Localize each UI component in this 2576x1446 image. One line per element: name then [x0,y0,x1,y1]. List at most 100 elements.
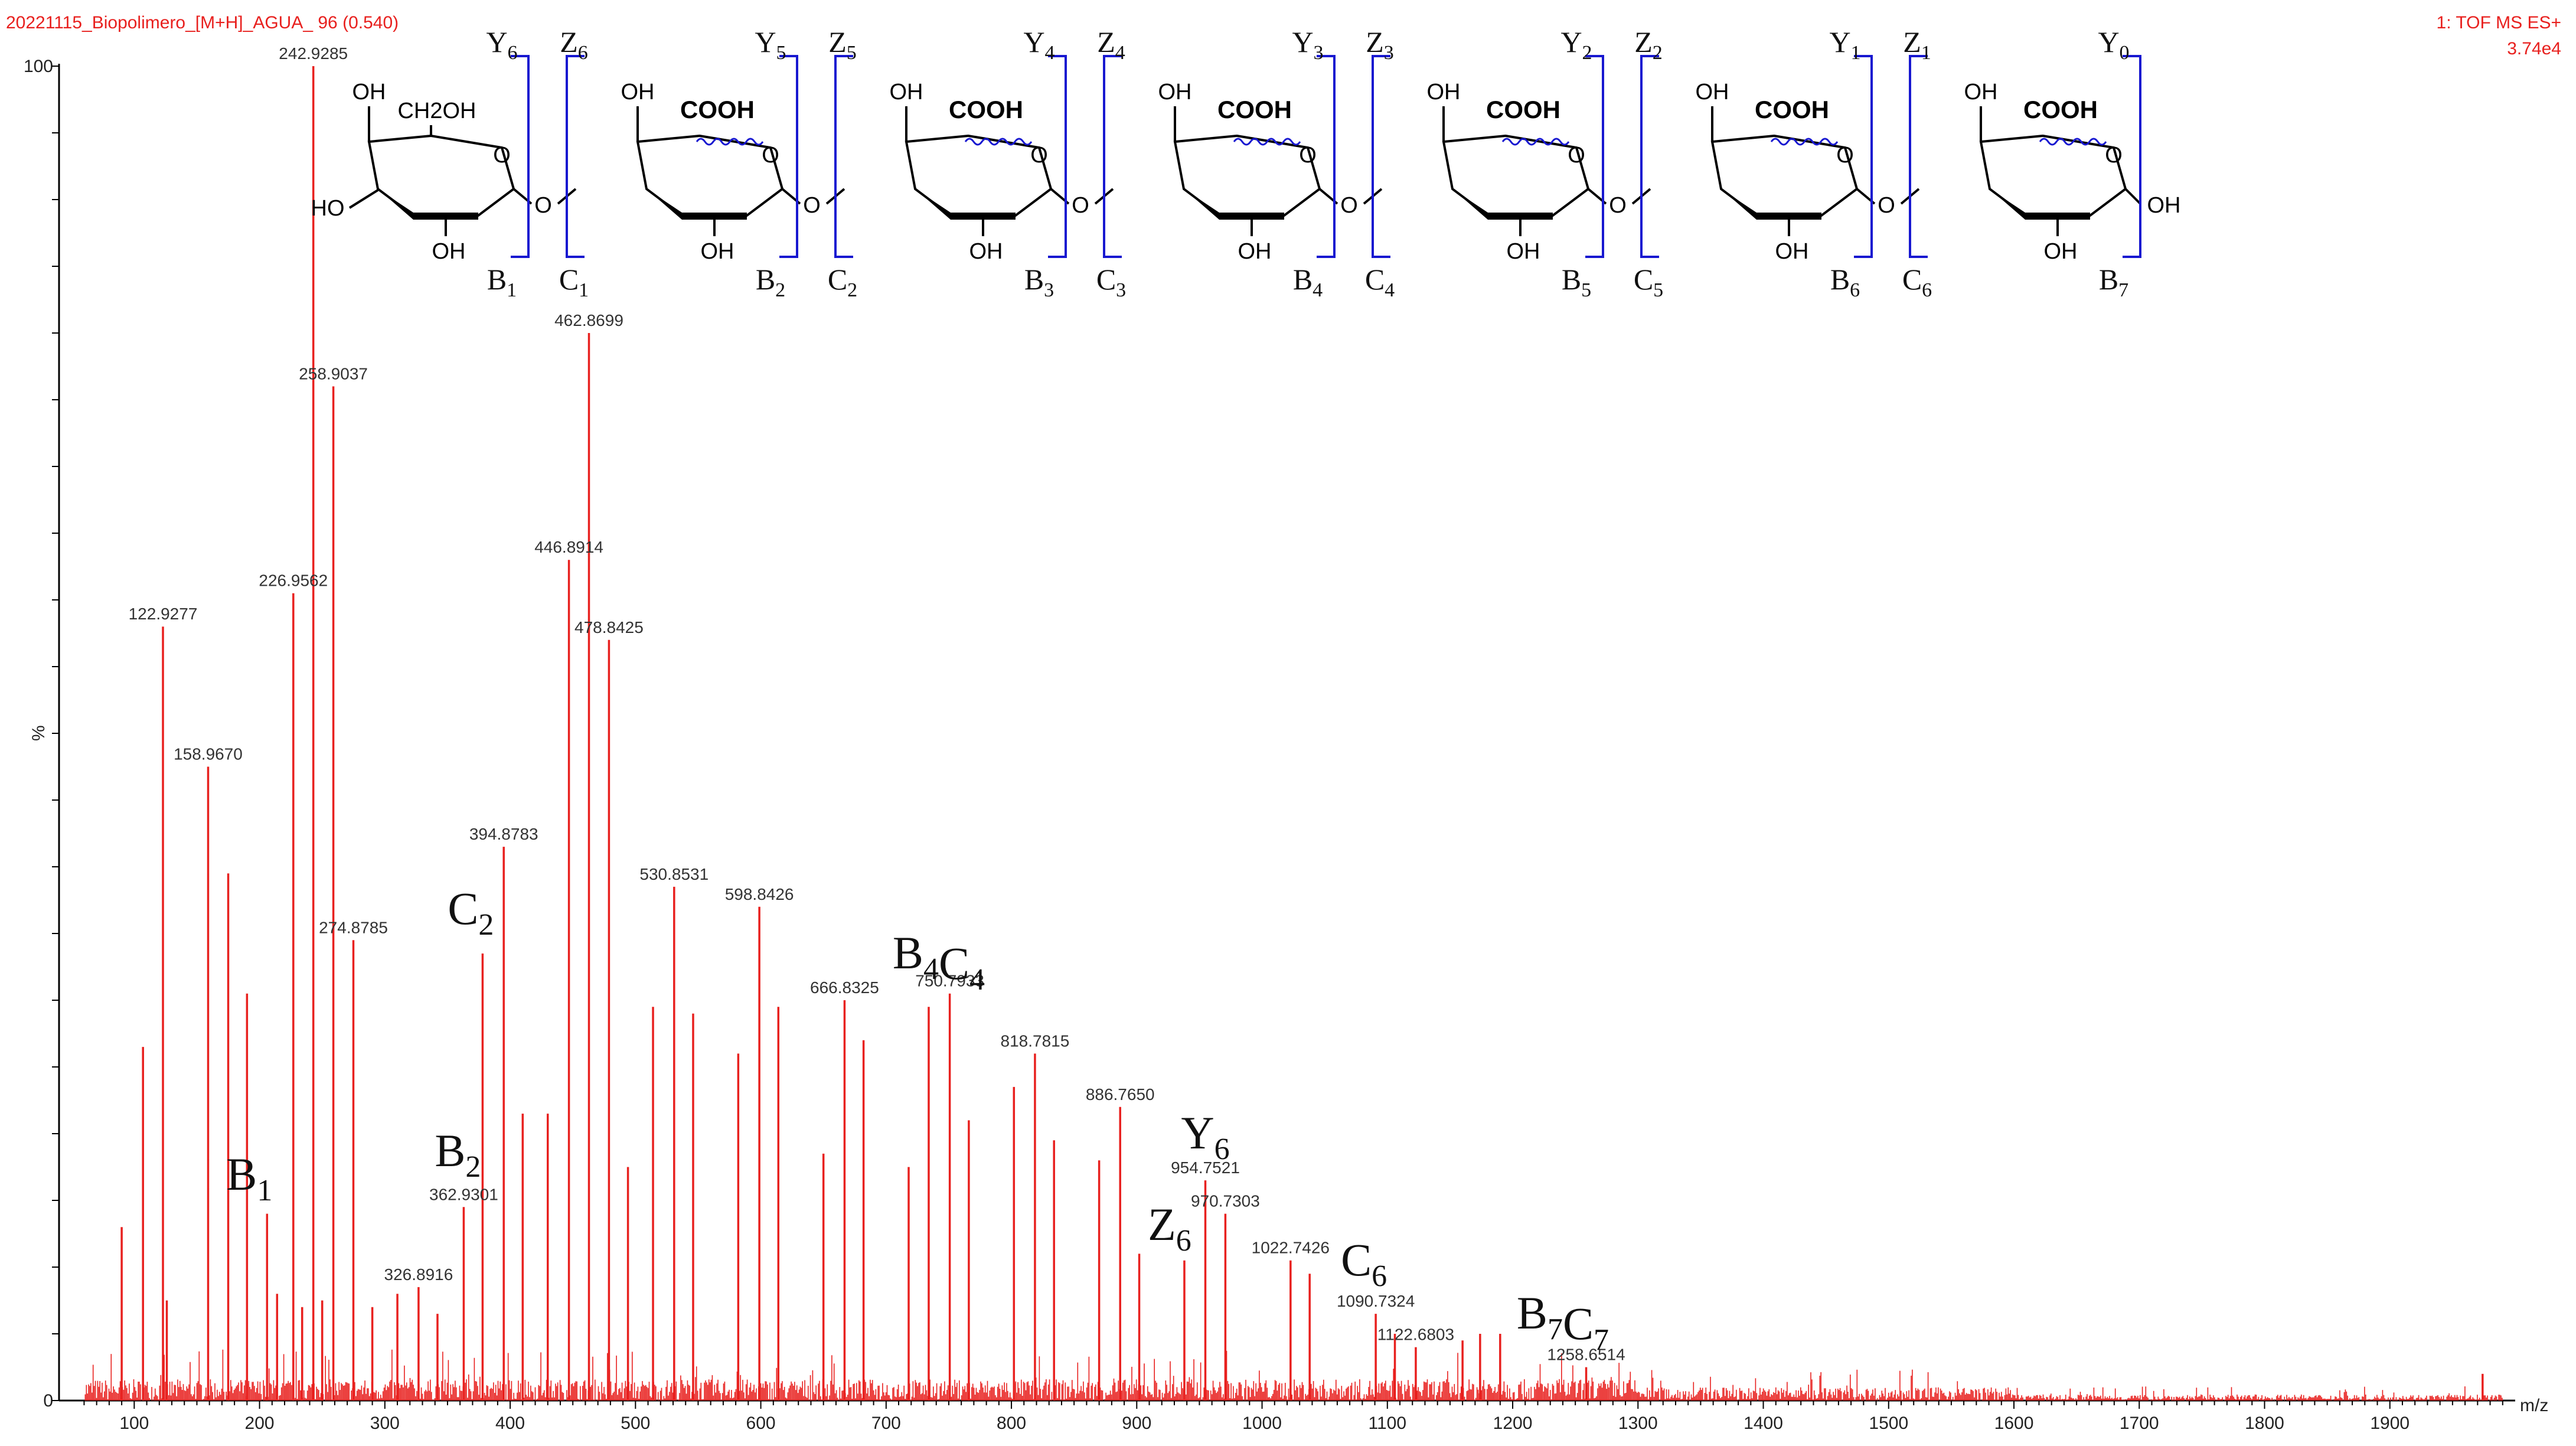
substituent-ch2oh: CH2OH [397,99,476,123]
peak-mz-label: 530.8531 [639,865,709,883]
noise-baseline [84,1349,2503,1401]
x-tick-label: 1200 [1493,1414,1533,1433]
acquisition-mode: 1: TOF MS ES+ [2437,13,2561,32]
substituent-oh: OH [890,80,923,105]
fragment-bracket [834,55,853,258]
ring-bond [1442,134,1590,217]
intensity-scale: 3.74e4 [2507,39,2561,58]
substituent-cooh: COOH [1755,96,1829,123]
glycosidic-oxygen: O [1878,193,1895,218]
ion-label: C2 [448,883,494,942]
sugar-ring [636,106,845,236]
peak-mz-label: 258.9037 [299,364,368,383]
fragment-bracket [1854,55,1873,258]
y-tick-label-max: 100 [24,57,53,76]
fragment-label-top: Z6 [560,25,588,64]
glycosidic-oxygen: O [534,193,552,218]
ring-bond [367,134,515,217]
ring-bond [905,134,1053,217]
wavy-bond [1501,138,1570,146]
fragment-label-top: Y4 [1023,25,1054,64]
x-tick-label: 1800 [2245,1414,2284,1433]
fragment-label-bottom: B1 [487,263,517,301]
ring-oxygen: O [1836,143,1854,168]
fragment-label-top: Z1 [1903,25,1931,64]
x-tick-label: 800 [997,1414,1026,1433]
fragment-label-top: Z4 [1097,25,1125,64]
fragment-label-bottom: B4 [1293,263,1323,301]
fragment-bracket [1585,55,1604,258]
fragment-label-top: Y1 [1829,25,1860,64]
peak-mz-label: 326.8916 [384,1265,453,1284]
ion-annotation-group: B1 B2 C2 B4C4 Y6 Z6 C6 B7C7 [226,883,1609,1357]
ion-label: Z6 [1148,1199,1191,1258]
glycosidic-oxygen: O [803,193,821,218]
substituent-oh: OH [701,239,734,264]
sugar-ring [1173,106,1383,236]
substituent-oh: OH [1696,80,1729,105]
substituent-oh: OH [1964,80,1998,105]
ring-bond-bold [1452,189,1553,220]
x-tick-label: 600 [746,1414,776,1433]
ion-label: B1 [226,1148,272,1207]
x-tick-marks: 100 200 300 400 500 600 700 800 900 1000 1100 1200 1… [83,1401,2503,1433]
x-tick-label: 900 [1122,1414,1151,1433]
ring-bond-bold [1990,189,2090,220]
peak-mz-label: 122.9277 [129,605,198,623]
x-tick-label: 1400 [1744,1414,1783,1433]
ring-bond [636,134,784,217]
peak-mz-label: 446.8914 [534,538,603,556]
wavy-bond [1770,138,1839,146]
x-tick-label: 1300 [1618,1414,1658,1433]
ring-bond-bold [915,189,1016,220]
peak-mz-label: 226.9562 [259,572,328,590]
peak-mz-label: 242.9285 [279,44,348,63]
substituent-oh: OH [1238,239,1272,264]
peak-mz-label: 1122.6803 [1377,1326,1454,1344]
ring-oxygen: O [2105,143,2123,168]
fragment-bracket [566,55,585,258]
ring-oxygen: O [493,143,511,168]
glycosidic-oxygen: O [1609,193,1627,218]
y-tick-marks [52,66,59,1401]
wavy-bond [696,138,764,146]
ring-bond-bold [378,189,478,220]
ring-oxygen: O [1299,143,1317,168]
peak-mz-label: 954.7521 [1171,1158,1240,1177]
peak-mz-label: 274.8785 [319,918,388,936]
substituent-oh: OH [352,80,386,105]
y-tick-label-min: 0 [43,1391,53,1411]
peak-mz-label: 158.9670 [174,745,243,763]
fragment-label-bottom: B3 [1024,263,1054,301]
fragment-label-bottom: C1 [559,263,589,301]
x-tick-label: 1600 [1994,1414,2034,1433]
fragment-label-bottom: C5 [1634,263,1663,301]
substituent-oh: OH [2044,239,2078,264]
fragment-label-bottom: B6 [1830,263,1860,301]
ion-label: B4C4 [893,927,985,997]
fragment-bracket [1317,55,1336,258]
x-tick-label: 1700 [2120,1414,2159,1433]
ring-bond [1979,134,2127,217]
ring-oxygen: O [1568,143,1585,168]
fragment-label-bottom: B2 [756,263,785,301]
fragment-label-top: Y5 [755,25,786,64]
x-tick-label: 100 [119,1414,149,1433]
x-tick-label: 700 [871,1414,901,1433]
peak-series [120,66,2484,1401]
x-tick-label: 1900 [2370,1414,2410,1433]
x-tick-label: 500 [621,1414,650,1433]
fragment-bracket [511,55,530,258]
reducing-end-oh: OH [2147,193,2181,218]
substituent-cooh: COOH [2023,96,2098,123]
fragment-label-top: Z3 [1366,25,1394,64]
spectrum-title: 20221115_Biopolimero_[M+H]_AGUA_ 96 (0.5… [6,13,399,32]
substituent-bond [348,189,379,209]
ion-label: C6 [1341,1234,1387,1293]
peak-label-group: 122.9277 158.9670 226.9562 242.9285 258.9037… [129,44,1625,1364]
substituent-cooh: COOH [1486,96,1560,123]
peak-mz-label: 462.8699 [554,311,623,329]
substituent-ho: HO [311,196,345,221]
x-tick-label: 1000 [1242,1414,1282,1433]
